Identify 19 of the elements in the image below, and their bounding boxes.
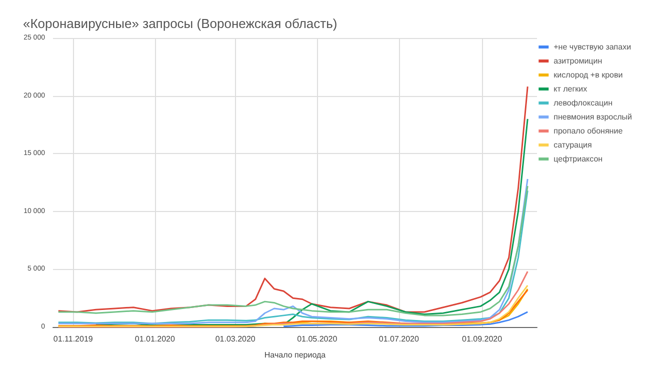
legend-label: левофлоксацин	[554, 98, 612, 108]
x-tick-label: 01.09.2020	[462, 334, 503, 344]
legend-label: цефтриаксон	[554, 154, 603, 164]
x-tick-label: 01.05.2020	[297, 334, 338, 344]
legend-label: пневмония взрослый	[554, 112, 632, 122]
legend-label: сатурация	[554, 140, 592, 150]
legend-label: кт легких	[554, 84, 588, 94]
x-tick-label: 01.11.2019	[53, 334, 94, 344]
line-series	[58, 86, 528, 313]
line-series	[282, 311, 528, 328]
chart-title: «Коронавирусные» запросы (Воронежская область)	[23, 16, 338, 31]
legend-label: пропало обоняние	[554, 126, 624, 136]
legend-label: азитромицин	[554, 56, 602, 66]
x-tick-label: 01.01.2020	[134, 334, 176, 344]
x-tick-label: 01.03.2020	[215, 334, 256, 344]
legend-label: +не чувствую запахи	[554, 42, 632, 52]
x-axis-title: Начало периода	[264, 350, 326, 360]
legend-label: кислород +в крови	[554, 70, 623, 80]
x-tick-label: 01.07.2020	[378, 334, 420, 344]
